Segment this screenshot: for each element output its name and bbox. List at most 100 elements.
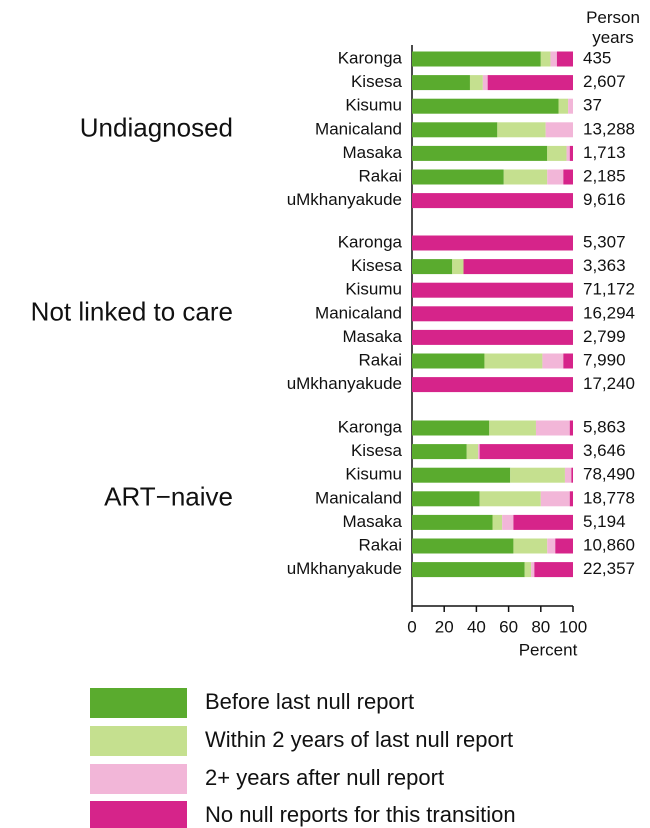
legend-label: Before last null report [205,689,414,714]
bar-segment [550,51,557,67]
bar-segment [463,259,573,275]
person-years: 1,713 [583,143,626,162]
bar-segment [412,51,541,67]
category-label: Manicaland [315,119,402,138]
bar-segment [412,193,573,209]
category-label: Karonga [338,232,403,251]
group-label: ART−naive [104,482,233,512]
bar-segment [492,514,503,530]
bar-segment [568,98,573,114]
x-tick-label: 40 [467,617,486,636]
category-label: uMkhanyakude [287,190,402,209]
bar-segment [547,145,567,161]
bar-segment [545,122,573,138]
legend-label: Within 2 years of last null report [205,727,513,752]
x-tick-label: 20 [435,617,454,636]
category-label: Masaka [342,512,402,531]
bar-segment [412,467,511,483]
bar-segment [563,353,573,369]
person-years: 5,307 [583,232,626,251]
bar-segment [412,329,573,345]
person-years: 3,646 [583,441,626,460]
category-label: Masaka [342,327,402,346]
bar-segment [479,491,541,507]
bar-segment [571,467,573,483]
bar-segment [513,514,573,530]
bar-segment [412,122,498,138]
person-years-header: Person years [586,8,640,47]
person-years: 2,799 [583,327,626,346]
person-years: 22,357 [583,559,635,578]
legend-swatch [90,726,187,756]
bar-segment [412,259,453,275]
person-years: 9,616 [583,190,626,209]
category-label: Kisumu [345,96,402,115]
bar-segment [542,353,564,369]
bar-segment [412,491,480,507]
x-tick-label: 60 [499,617,518,636]
group-label: Not linked to care [31,297,233,327]
x-tick-label: 0 [407,617,416,636]
person-years: 71,172 [583,280,635,299]
bar-segment [452,259,464,275]
category-label: Kisesa [351,441,403,460]
bar-segment [503,169,548,185]
bar-segment [510,467,565,483]
bar-segment [547,538,556,554]
category-label: uMkhanyakude [287,374,402,393]
bar-segment [412,420,490,436]
person-years: 18,778 [583,488,635,507]
category-label: Manicaland [315,303,402,322]
person-years: 435 [583,48,611,67]
category-label: Rakai [359,535,402,554]
bar-segment [489,420,536,436]
bar-segment [412,145,548,161]
bar-segment [569,145,573,161]
bar-segment [497,122,546,138]
category-label: Rakai [359,350,402,369]
bar-segment [412,353,485,369]
category-label: Kisumu [345,465,402,484]
bar-segment [484,353,543,369]
bar-segment [535,420,570,436]
person-years: 7,990 [583,350,626,369]
bar-segment [482,75,488,91]
bar-segment [412,98,559,114]
category-label: Masaka [342,143,402,162]
category-label: Karonga [338,48,403,67]
bar-segment [555,538,573,554]
person-years: 16,294 [583,303,635,322]
bar-segment [469,75,483,91]
category-label: Karonga [338,417,403,436]
person-years: 37 [583,96,602,115]
bar-segment [412,377,573,393]
person-years: 13,288 [583,119,635,138]
bar-segment [540,491,570,507]
group-label: Undiagnosed [80,113,233,143]
bar-segment [487,75,573,91]
bar-segment [513,538,548,554]
bar-segment [563,169,573,185]
legend-label: No null reports for this transition [205,802,516,827]
x-tick-label: 100 [559,617,587,636]
person-years: 5,194 [583,512,626,531]
category-label: Kisumu [345,280,402,299]
person-years: 17,240 [583,374,635,393]
person-years: 5,863 [583,417,626,436]
person-years: 2,607 [583,72,626,91]
legend-label: 2+ years after null report [205,765,444,790]
person-years: 10,860 [583,535,635,554]
legend-swatch [90,801,187,828]
bar-segment [466,444,479,460]
category-label: uMkhanyakude [287,559,402,578]
category-label: Manicaland [315,488,402,507]
bar-segment [566,145,570,161]
bar-segment [412,444,467,460]
bar-segment [547,169,564,185]
bar-segment [531,562,535,578]
bar-segment [412,562,525,578]
bar-segment [564,467,572,483]
x-axis-label: Percent [519,640,578,659]
